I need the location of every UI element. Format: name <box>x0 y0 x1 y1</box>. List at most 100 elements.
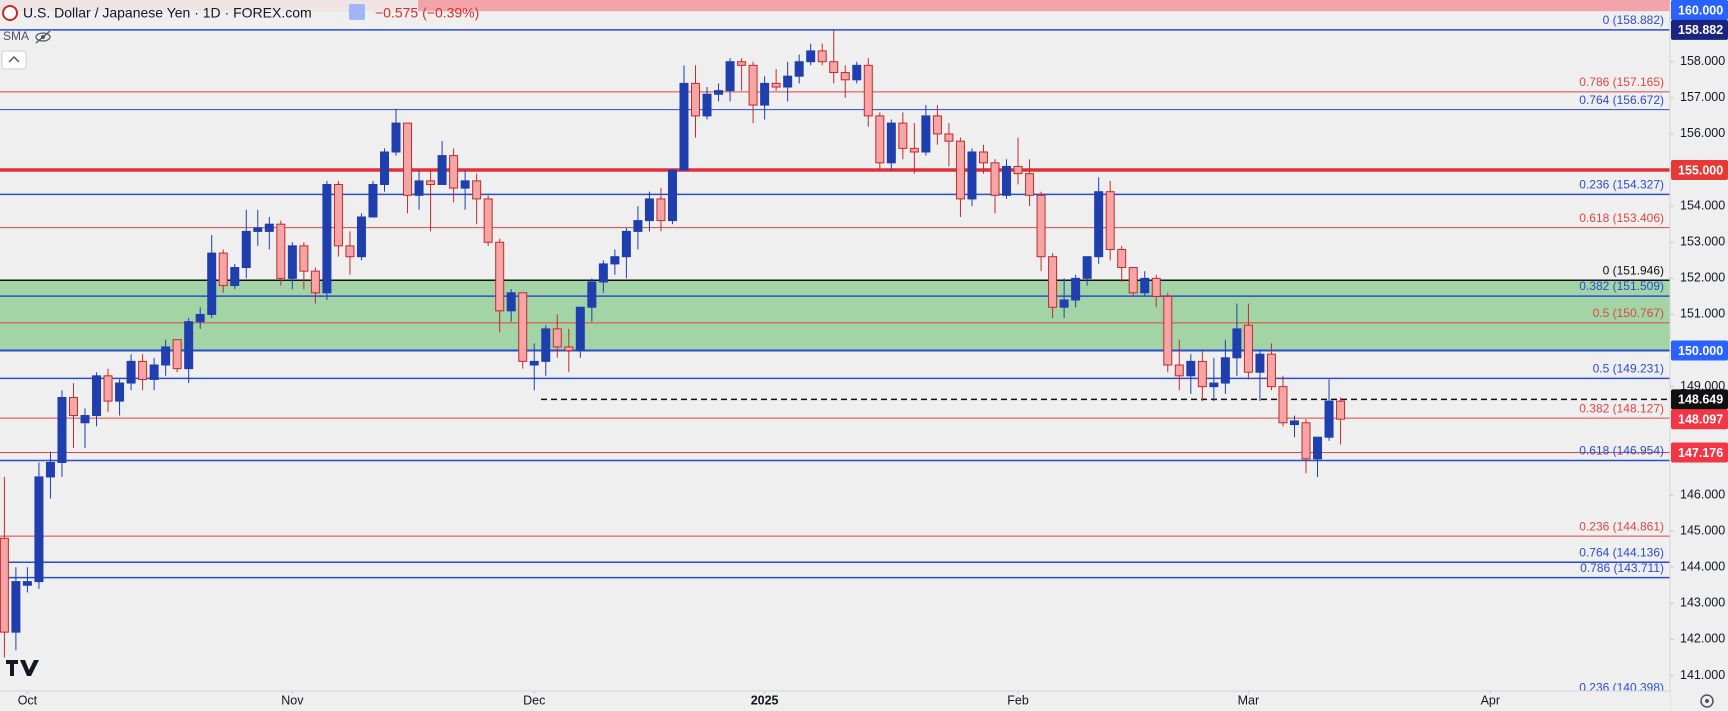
candle-body <box>1289 420 1299 426</box>
x-tick-label: Mar <box>1238 693 1260 707</box>
y-tick-label: 143.000 <box>1680 596 1725 610</box>
candle-body <box>955 140 965 200</box>
candle-body <box>264 223 274 232</box>
price-badge-label: 158.882 <box>1678 23 1723 37</box>
candle-body <box>253 227 263 232</box>
price-badge-label: 155.000 <box>1678 163 1723 177</box>
collapse-button[interactable] <box>1 50 27 70</box>
candle-body <box>333 183 343 247</box>
y-tick-label: 154.000 <box>1680 198 1725 212</box>
price-badge <box>1671 389 1728 410</box>
candle-body <box>1324 400 1334 438</box>
candle-body <box>149 364 159 380</box>
candle-body <box>80 415 90 424</box>
candle-body <box>1255 353 1265 373</box>
x-axis-bg <box>0 691 1670 711</box>
candle-body <box>1220 357 1230 384</box>
candle-body <box>771 82 781 88</box>
candle-body <box>299 245 309 272</box>
candle-body <box>68 396 78 417</box>
change-label: −0.575 (−0.39%) <box>375 5 479 21</box>
candle-body <box>944 133 954 142</box>
candle-body <box>898 122 908 149</box>
candle-body <box>483 198 493 243</box>
candle-body <box>310 270 320 294</box>
candle-body <box>748 64 758 106</box>
level-label: 0.786 (157.165) <box>1579 75 1664 89</box>
zone <box>0 280 1670 351</box>
candle-body <box>702 93 712 117</box>
candle-body <box>714 90 724 95</box>
candle-body <box>57 396 67 463</box>
price-badge <box>1671 442 1728 463</box>
candle-body <box>1278 386 1288 424</box>
y-tick-label: 152.000 <box>1680 271 1725 285</box>
candle-body <box>552 328 562 348</box>
candle-body <box>356 216 366 258</box>
level-label: 0.764 (144.136) <box>1579 545 1664 559</box>
candle-body <box>760 82 770 106</box>
level-label: 0.236 (144.861) <box>1579 519 1664 533</box>
price-badge <box>1671 340 1728 361</box>
candle-body <box>1082 256 1092 279</box>
candle-body <box>863 64 873 117</box>
candle-body <box>1025 173 1035 196</box>
level-label: 0.5 (150.767) <box>1593 306 1664 320</box>
price-badge <box>1671 409 1728 430</box>
settings-icon[interactable] <box>1700 694 1714 708</box>
y-tick-label: 142.000 <box>1680 632 1725 646</box>
x-tick-label: Nov <box>281 693 304 707</box>
candle-body <box>529 360 539 366</box>
candle-body <box>126 360 136 384</box>
legend-header: U.S. Dollar / Japanese Yen · 1D · FOREX.… <box>0 0 479 70</box>
candle-body <box>403 122 413 196</box>
price-badge-label: 147.176 <box>1678 446 1723 460</box>
candle-body <box>1301 422 1311 460</box>
level-label: 0.786 (143.711) <box>1580 561 1664 575</box>
candle-body <box>1313 436 1323 460</box>
candle-body <box>195 313 205 323</box>
x-tick-label: Apr <box>1481 693 1500 707</box>
y-tick-label: 153.000 <box>1680 235 1725 249</box>
candle-body <box>587 281 597 308</box>
level-label: 0.382 (151.509) <box>1579 279 1664 293</box>
candle-body <box>1174 364 1184 377</box>
price-badge-label: 160.000 <box>1678 3 1723 17</box>
candle-body <box>725 61 735 92</box>
candle-body <box>829 61 839 74</box>
y-tick-label: 141.000 <box>1680 668 1725 682</box>
candle-body <box>1232 328 1242 359</box>
candle-body <box>287 245 297 279</box>
level-label: 0.764 (156.672) <box>1579 93 1664 107</box>
candle-body <box>806 50 816 63</box>
price-badge-label: 148.649 <box>1678 393 1723 407</box>
level-label: 0.618 (153.406) <box>1579 211 1664 225</box>
candle-body <box>610 256 620 265</box>
candle-body <box>207 252 217 315</box>
candle-body <box>506 292 516 312</box>
candle-body <box>932 115 942 135</box>
candle-body <box>391 122 401 153</box>
candle-body <box>1163 295 1173 366</box>
candle-body <box>667 169 677 222</box>
header-bg <box>0 0 418 26</box>
candle-body <box>1117 248 1127 269</box>
y-tick-label: 145.000 <box>1680 523 1725 537</box>
y-tick-label: 151.000 <box>1680 307 1725 321</box>
candle-body <box>115 382 125 402</box>
candle-body <box>875 115 885 164</box>
price-badges: 160.000 158.882 155.000 150.000 148.649 148.0… <box>1671 0 1728 463</box>
candle-body <box>1209 382 1219 388</box>
level-label: 0 (158.882) <box>1603 13 1664 27</box>
candle-body <box>794 61 804 77</box>
candle-body <box>45 461 55 478</box>
candle-body <box>449 155 459 189</box>
candle-body <box>990 162 1000 196</box>
candle-body <box>0 537 9 633</box>
candle-body <box>11 581 21 633</box>
candle-body <box>1071 277 1081 301</box>
eye-icon[interactable] <box>35 30 51 44</box>
candle-body <box>541 328 551 362</box>
